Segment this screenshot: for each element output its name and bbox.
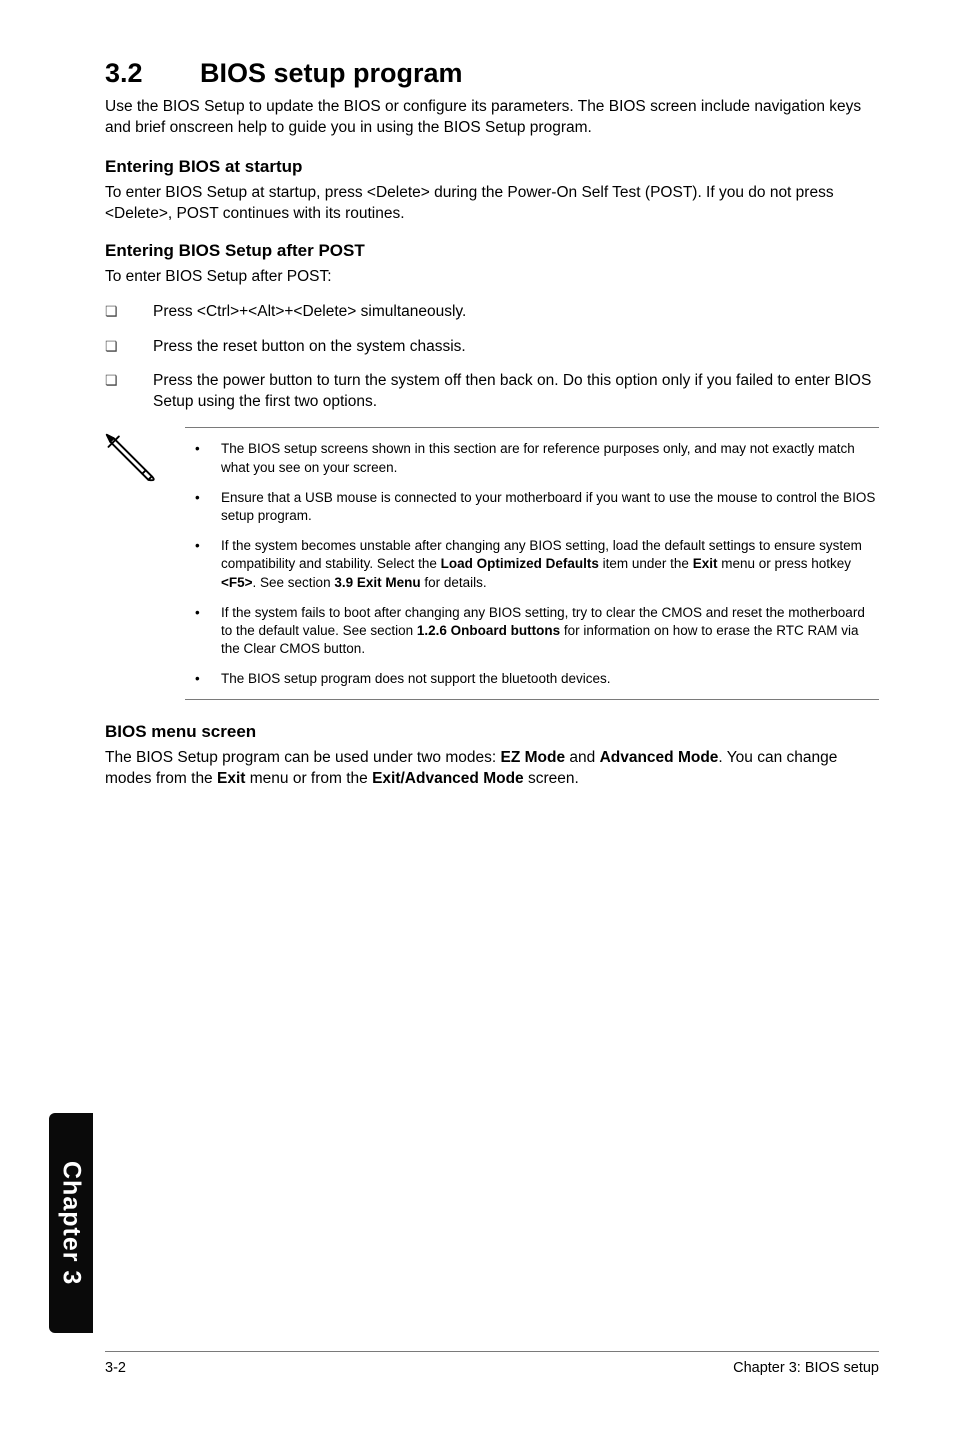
list-text: Press <Ctrl>+<Alt>+<Delete> simultaneous… [153, 302, 466, 323]
note-item: •If the system fails to boot after chang… [185, 604, 879, 659]
note-bullet: • [185, 604, 221, 659]
section-title: BIOS setup program [200, 58, 463, 88]
note-bullet: • [185, 537, 221, 592]
note-text: The BIOS setup screens shown in this sec… [221, 440, 879, 476]
page-footer: 3-2 Chapter 3: BIOS setup [105, 1351, 879, 1376]
bullet-icon: ❏ [105, 337, 153, 358]
chapter-tab: Chapter 3 [49, 1113, 93, 1333]
intro-paragraph: Use the BIOS Setup to update the BIOS or… [105, 97, 879, 139]
note-item: •Ensure that a USB mouse is connected to… [185, 489, 879, 525]
pencil-icon [105, 427, 185, 699]
subheading-menuscreen: BIOS menu screen [105, 722, 879, 742]
subheading-afterpost: Entering BIOS Setup after POST [105, 241, 879, 261]
afterpost-list: ❏Press <Ctrl>+<Alt>+<Delete> simultaneou… [105, 302, 879, 414]
list-item: ❏Press the reset button on the system ch… [105, 337, 879, 358]
note-item: •The BIOS setup screens shown in this se… [185, 440, 879, 476]
page-content: 3.2BIOS setup program Use the BIOS Setup… [0, 0, 954, 790]
note-bullet: • [185, 489, 221, 525]
note-body: •The BIOS setup screens shown in this se… [185, 427, 879, 699]
section-number: 3.2 [105, 58, 200, 89]
list-item: ❏Press the power button to turn the syst… [105, 371, 879, 413]
afterpost-lead: To enter BIOS Setup after POST: [105, 267, 879, 288]
menuscreen-paragraph: The BIOS Setup program can be used under… [105, 748, 879, 790]
note-text: The BIOS setup program does not support … [221, 670, 610, 688]
footer-title: Chapter 3: BIOS setup [733, 1360, 879, 1376]
note-bullet: • [185, 440, 221, 476]
bullet-icon: ❏ [105, 371, 153, 413]
note-text: If the system fails to boot after changi… [221, 604, 879, 659]
note-item: •The BIOS setup program does not support… [185, 670, 879, 688]
note-text: Ensure that a USB mouse is connected to … [221, 489, 879, 525]
startup-paragraph: To enter BIOS Setup at startup, press <D… [105, 183, 879, 225]
list-text: Press the reset button on the system cha… [153, 337, 466, 358]
note-item: •If the system becomes unstable after ch… [185, 537, 879, 592]
subheading-startup: Entering BIOS at startup [105, 157, 879, 177]
note-bullet: • [185, 670, 221, 688]
chapter-tab-label: Chapter 3 [57, 1161, 86, 1285]
list-text: Press the power button to turn the syste… [153, 371, 879, 413]
note-block: •The BIOS setup screens shown in this se… [105, 427, 879, 699]
page-number: 3-2 [105, 1360, 126, 1376]
bullet-icon: ❏ [105, 302, 153, 323]
note-text: If the system becomes unstable after cha… [221, 537, 879, 592]
list-item: ❏Press <Ctrl>+<Alt>+<Delete> simultaneou… [105, 302, 879, 323]
section-heading: 3.2BIOS setup program [105, 58, 879, 89]
